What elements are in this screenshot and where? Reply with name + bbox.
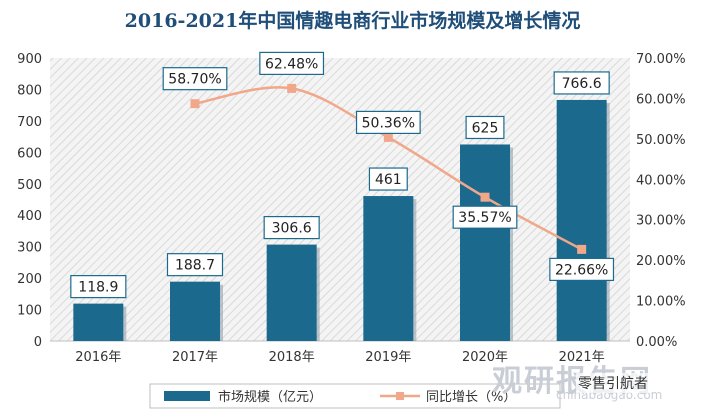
left-tick-label: 200	[17, 272, 42, 287]
bar-labels: 118.9 188.7 306.6 461 625 766.6	[70, 71, 610, 299]
growth-point	[577, 244, 587, 254]
right-tick-label: 10.00%	[636, 295, 686, 310]
bar	[73, 303, 124, 341]
bar-data-label: 118.9	[78, 280, 118, 296]
line-data-label: 50.36%	[362, 115, 415, 131]
bar	[556, 99, 607, 341]
right-tick-label: 40.00%	[636, 173, 686, 188]
growth-point	[287, 83, 297, 93]
x-tick-label: 2020年	[462, 350, 508, 365]
bar-data-label: 188.7	[175, 258, 215, 274]
plot-area	[50, 58, 630, 342]
x-tick-label: 2021年	[559, 350, 605, 365]
left-tick-label: 0	[34, 335, 42, 350]
bar-series	[73, 99, 610, 341]
left-tick-label: 900	[17, 52, 42, 67]
line-data-label-box	[162, 67, 228, 91]
right-tick-label: 20.00%	[636, 254, 686, 269]
bar-data-label-box	[263, 215, 320, 240]
line-labels: 58.70% 62.48% 50.36% 35.57% 22.66%	[162, 51, 615, 281]
left-axis: 0 100 200 300 400 500 600 700 800 900	[17, 52, 42, 350]
legend-bar-swatch	[164, 391, 210, 401]
bar-data-label-box	[368, 167, 408, 191]
bar	[460, 144, 510, 341]
legend-line-label: 同比增长（%）	[426, 390, 516, 405]
line-data-label-box	[452, 205, 518, 229]
chart-title: 2016-2021年中国情趣电商行业市场规模及增长情况	[124, 10, 581, 32]
left-tick-label: 100	[17, 304, 42, 319]
line-data-label: 58.70%	[168, 72, 221, 88]
right-tick-label: 30.00%	[636, 214, 686, 229]
line-data-label: 22.66%	[555, 262, 608, 278]
legend-line-marker	[396, 392, 404, 400]
line-data-label: 35.57%	[458, 210, 511, 226]
bar-data-label-box	[553, 71, 610, 95]
line-data-label-box	[549, 257, 615, 281]
right-tick-label: 0.00%	[636, 335, 677, 350]
bar	[170, 281, 220, 341]
bar-data-label: 461	[375, 172, 402, 188]
growth-point	[480, 192, 490, 202]
left-tick-label: 400	[17, 209, 42, 224]
bar	[363, 196, 414, 341]
bar-data-label-box	[166, 253, 224, 277]
x-tick-label: 2017年	[172, 350, 218, 365]
bar-data-label-box	[70, 275, 127, 299]
source-badge: 零售引航者	[576, 373, 650, 393]
left-tick-label: 800	[17, 83, 42, 98]
x-tick-label: 2018年	[269, 350, 315, 365]
bar-data-label: 625	[472, 120, 499, 136]
left-tick-label: 500	[17, 178, 42, 193]
bar-data-label: 766.6	[562, 76, 602, 92]
x-tick-label: 2019年	[365, 350, 411, 365]
legend: 市场规模（亿元） 同比增长（%）	[149, 383, 561, 409]
x-tick-label: 2016年	[75, 350, 121, 365]
left-tick-label: 700	[17, 115, 42, 130]
right-tick-label: 70.00%	[636, 52, 686, 67]
growth-point	[190, 99, 200, 109]
left-tick-label: 300	[17, 241, 42, 256]
right-tick-label: 60.00%	[636, 92, 686, 107]
legend-bar-label: 市场规模（亿元）	[218, 389, 322, 405]
line-data-label-box	[355, 110, 421, 135]
plot-background	[50, 58, 630, 341]
x-axis: 2016年 2017年 2018年 2019年 2020年 2021年	[75, 350, 604, 365]
right-axis: 0.00% 10.00% 20.00% 30.00% 40.00% 50.00% 60.00…	[636, 52, 686, 350]
right-tick-label: 50.00%	[636, 133, 686, 148]
line-data-label: 62.48%	[265, 56, 318, 72]
bar	[266, 244, 317, 341]
bar-data-label: 306.6	[272, 221, 312, 237]
line-data-label-box	[259, 51, 325, 76]
growth-point	[383, 132, 393, 142]
bar-data-label-box	[465, 115, 505, 140]
legend-box	[149, 383, 561, 409]
left-tick-label: 600	[17, 146, 42, 161]
